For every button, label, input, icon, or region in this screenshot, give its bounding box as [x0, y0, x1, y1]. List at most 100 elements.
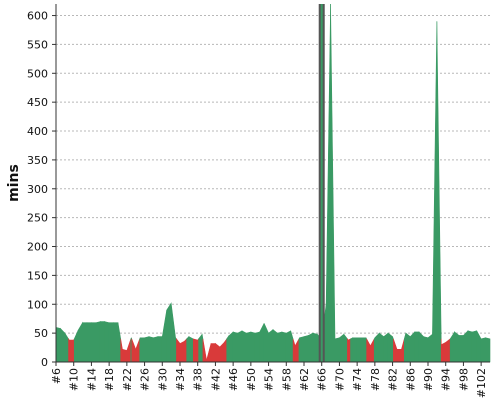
area-segment — [82, 322, 88, 363]
x-tick-label: #86 — [404, 368, 417, 391]
x-tick-label: #18 — [103, 368, 116, 391]
area-segment — [77, 321, 83, 363]
y-tick-labels: 0 50 100 150 200 250 300 350 400 450 500 550 600 — [27, 10, 56, 369]
area-segment — [480, 337, 486, 363]
area-segment — [476, 330, 482, 363]
area-segment — [122, 348, 128, 363]
x-tick-label: #38 — [192, 368, 205, 391]
area-segment — [202, 338, 207, 363]
area-segment — [135, 338, 140, 363]
area-segment — [176, 338, 181, 363]
area-series — [55, 3, 491, 363]
area-segment — [86, 322, 92, 363]
area-segment — [228, 331, 234, 363]
area-segment — [405, 332, 411, 363]
area-segment — [471, 330, 478, 363]
x-tick-label: #42 — [209, 368, 222, 391]
area-segment — [361, 337, 367, 363]
area-segment — [383, 332, 389, 363]
x-tick-label: #66 — [316, 368, 329, 391]
area-segment — [210, 343, 216, 363]
area-segment — [131, 338, 137, 363]
area-segment — [366, 338, 371, 363]
x-tick-label: #50 — [245, 368, 258, 391]
area-segment — [241, 330, 247, 363]
area-segment — [393, 338, 398, 363]
x-tick-label: #98 — [457, 368, 470, 391]
x-tick-label: #90 — [422, 368, 435, 391]
area-segment — [254, 331, 261, 363]
grid-lines — [56, 15, 490, 334]
area-segment — [95, 321, 101, 363]
area-segment — [263, 323, 269, 363]
x-tick-label: #54 — [263, 368, 276, 391]
area-segment — [108, 322, 114, 363]
area-segment — [226, 335, 230, 363]
area-segment — [68, 339, 75, 363]
area-segment — [449, 330, 455, 363]
y-axis-label: mins — [6, 164, 22, 202]
area-segment — [117, 322, 121, 363]
area-segment — [139, 337, 145, 363]
area-segment — [396, 348, 402, 363]
area-segment — [423, 336, 429, 363]
area-segment — [418, 331, 424, 363]
area-segment — [55, 326, 61, 363]
axes — [55, 4, 490, 363]
area-segment — [387, 332, 393, 363]
area-segment — [463, 330, 469, 363]
area-segment — [292, 338, 296, 363]
area-segment — [223, 337, 228, 363]
x-tick-label: #34 — [174, 368, 187, 391]
area-segment — [166, 302, 172, 363]
x-tick-label: #10 — [68, 368, 81, 391]
area-segment — [113, 322, 119, 363]
x-tick-label: #22 — [121, 368, 134, 391]
area-segment — [325, 3, 331, 363]
area-segment — [60, 327, 66, 363]
x-tick-label: #30 — [156, 368, 169, 391]
area-segment — [356, 337, 362, 363]
x-tick-label: #70 — [333, 368, 346, 391]
area-segment — [259, 323, 265, 363]
area-segment — [436, 21, 442, 363]
area-segment — [188, 336, 194, 363]
area-segment — [454, 331, 460, 363]
area-segment — [370, 338, 375, 363]
x-tick-label: #94 — [440, 368, 453, 391]
x-tick-label: #46 — [227, 368, 240, 391]
area-segment — [148, 336, 154, 363]
area-segment — [206, 343, 212, 363]
x-tick-label: #62 — [298, 368, 311, 391]
area-segment — [73, 330, 79, 363]
y-tick-label: 500 — [27, 67, 48, 80]
area-segment — [343, 333, 348, 363]
area-segment — [153, 336, 159, 363]
area-segment — [219, 341, 225, 363]
y-tick-label: 600 — [27, 10, 48, 23]
area-segment — [281, 331, 287, 363]
area-segment — [330, 3, 336, 363]
y-tick-label: 350 — [27, 154, 48, 167]
x-tick-label: #58 — [280, 368, 293, 391]
area-segment — [374, 332, 380, 363]
y-tick-label: 150 — [27, 269, 48, 282]
area-segment — [485, 337, 491, 363]
y-tick-label: 300 — [27, 183, 48, 196]
area-segment — [467, 330, 473, 363]
area-segment — [246, 331, 252, 363]
area-segment — [268, 329, 274, 363]
x-tick-labels: #6 #10 #14 #18 #22 #26 #30 #34 #38 #42 #46 #50 #54 #5… — [50, 362, 488, 398]
area-segment — [350, 337, 354, 363]
y-tick-label: 400 — [27, 125, 48, 138]
area-segment — [432, 21, 438, 363]
x-tick-label: #102 — [475, 368, 488, 398]
area-segment — [232, 331, 238, 363]
area-segment — [250, 331, 256, 363]
y-tick-label: 50 — [34, 327, 48, 340]
area-segment — [427, 333, 433, 363]
y-tick-label: 250 — [27, 212, 48, 225]
area-segment — [339, 333, 345, 363]
area-segment — [99, 321, 106, 363]
